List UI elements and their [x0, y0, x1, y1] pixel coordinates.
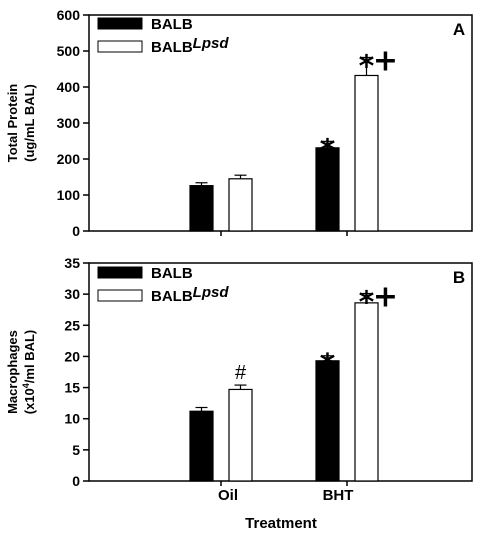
- panel-a-legend-label-balb: BALB: [151, 16, 193, 33]
- panel-b-bar-oil-s0: [189, 410, 214, 482]
- panel-b-bar-bht-s1: [354, 302, 379, 482]
- x-tick-label-oil: Oil: [218, 487, 238, 504]
- x-tick-label-bht: BHT: [323, 487, 354, 504]
- panel-b-ytick-label-6: 30: [64, 286, 80, 302]
- panel-b-ytick-label-2: 10: [64, 411, 80, 427]
- panel-b-ylabel-line2: (x104/ml BAL): [21, 330, 37, 415]
- panel-a-ytick-label-5: 500: [57, 43, 81, 59]
- panel-b-legend-label-balb: BALB: [151, 265, 193, 282]
- panel-b-ytick-label-5: 25: [64, 317, 80, 333]
- panel-b-annotation-2: *: [359, 286, 375, 321]
- panel-a-ylabel-line1: Total Protein: [5, 84, 20, 163]
- panel-b-ytick-label-4: 20: [64, 348, 80, 364]
- panel-b-annotation-1: *: [320, 348, 336, 383]
- panel-a-annotation-1: *: [359, 49, 375, 84]
- panel-b-bar-oil-s1: [228, 388, 253, 482]
- panel-a-annotation-2: +: [373, 43, 398, 78]
- panel-a-ytick-label-4: 400: [57, 79, 81, 95]
- panel-a-ytick-label-1: 100: [57, 187, 81, 203]
- panel-a-ytick-label-2: 200: [57, 151, 81, 167]
- panel-b-legend-label-balb-lpsd: BALBLpsd: [151, 284, 229, 305]
- panel-b-annotation-0: #: [235, 362, 247, 384]
- panel-a-bar-bht-s1: [354, 74, 379, 232]
- panel-b-ytick-label-1: 5: [72, 442, 80, 458]
- panel-a-bar-oil-s0: [189, 185, 214, 232]
- panel-b-ylabel-line1: Macrophages: [5, 330, 20, 414]
- panel-b-ytick-label-3: 15: [64, 380, 80, 396]
- panel-a-ytick-label-3: 300: [57, 115, 81, 131]
- panel-a-legend-swatch-balb-lpsd: [97, 40, 143, 53]
- x-axis-label: Treatment: [245, 515, 317, 532]
- panel-a-ytick-label-6: 600: [57, 7, 81, 23]
- panel-a-frame: [88, 14, 473, 232]
- panel-b-ytick-label-7: 35: [64, 255, 80, 271]
- panel-b: Macrophages (x104/ml BAL) B BALB BALBLps…: [5, 255, 473, 489]
- panel-b-annotation-3: +: [373, 280, 398, 315]
- panel-a-bar-oil-s1: [228, 178, 253, 232]
- panel-a-ylabel-line2: (ug/mL BAL): [22, 84, 37, 162]
- panel-a-legend-label-balb-lpsd: BALBLpsd: [151, 35, 229, 56]
- panel-a-annotation-0: *: [320, 133, 336, 168]
- panel-b-legend-swatch-balb: [97, 266, 143, 279]
- panel-a-legend-swatch-balb: [97, 17, 143, 30]
- panel-b-legend-swatch-balb-lpsd: [97, 289, 143, 302]
- panel-b-ytick-label-0: 0: [72, 473, 80, 489]
- panel-a-ytick-label-0: 0: [72, 223, 80, 239]
- panel-b-label: B: [453, 268, 465, 287]
- panel-b-frame: [88, 262, 473, 482]
- panel-a-label: A: [453, 20, 465, 39]
- panel-a: Total Protein (ug/mL BAL) A BALB BALBLps…: [5, 7, 473, 239]
